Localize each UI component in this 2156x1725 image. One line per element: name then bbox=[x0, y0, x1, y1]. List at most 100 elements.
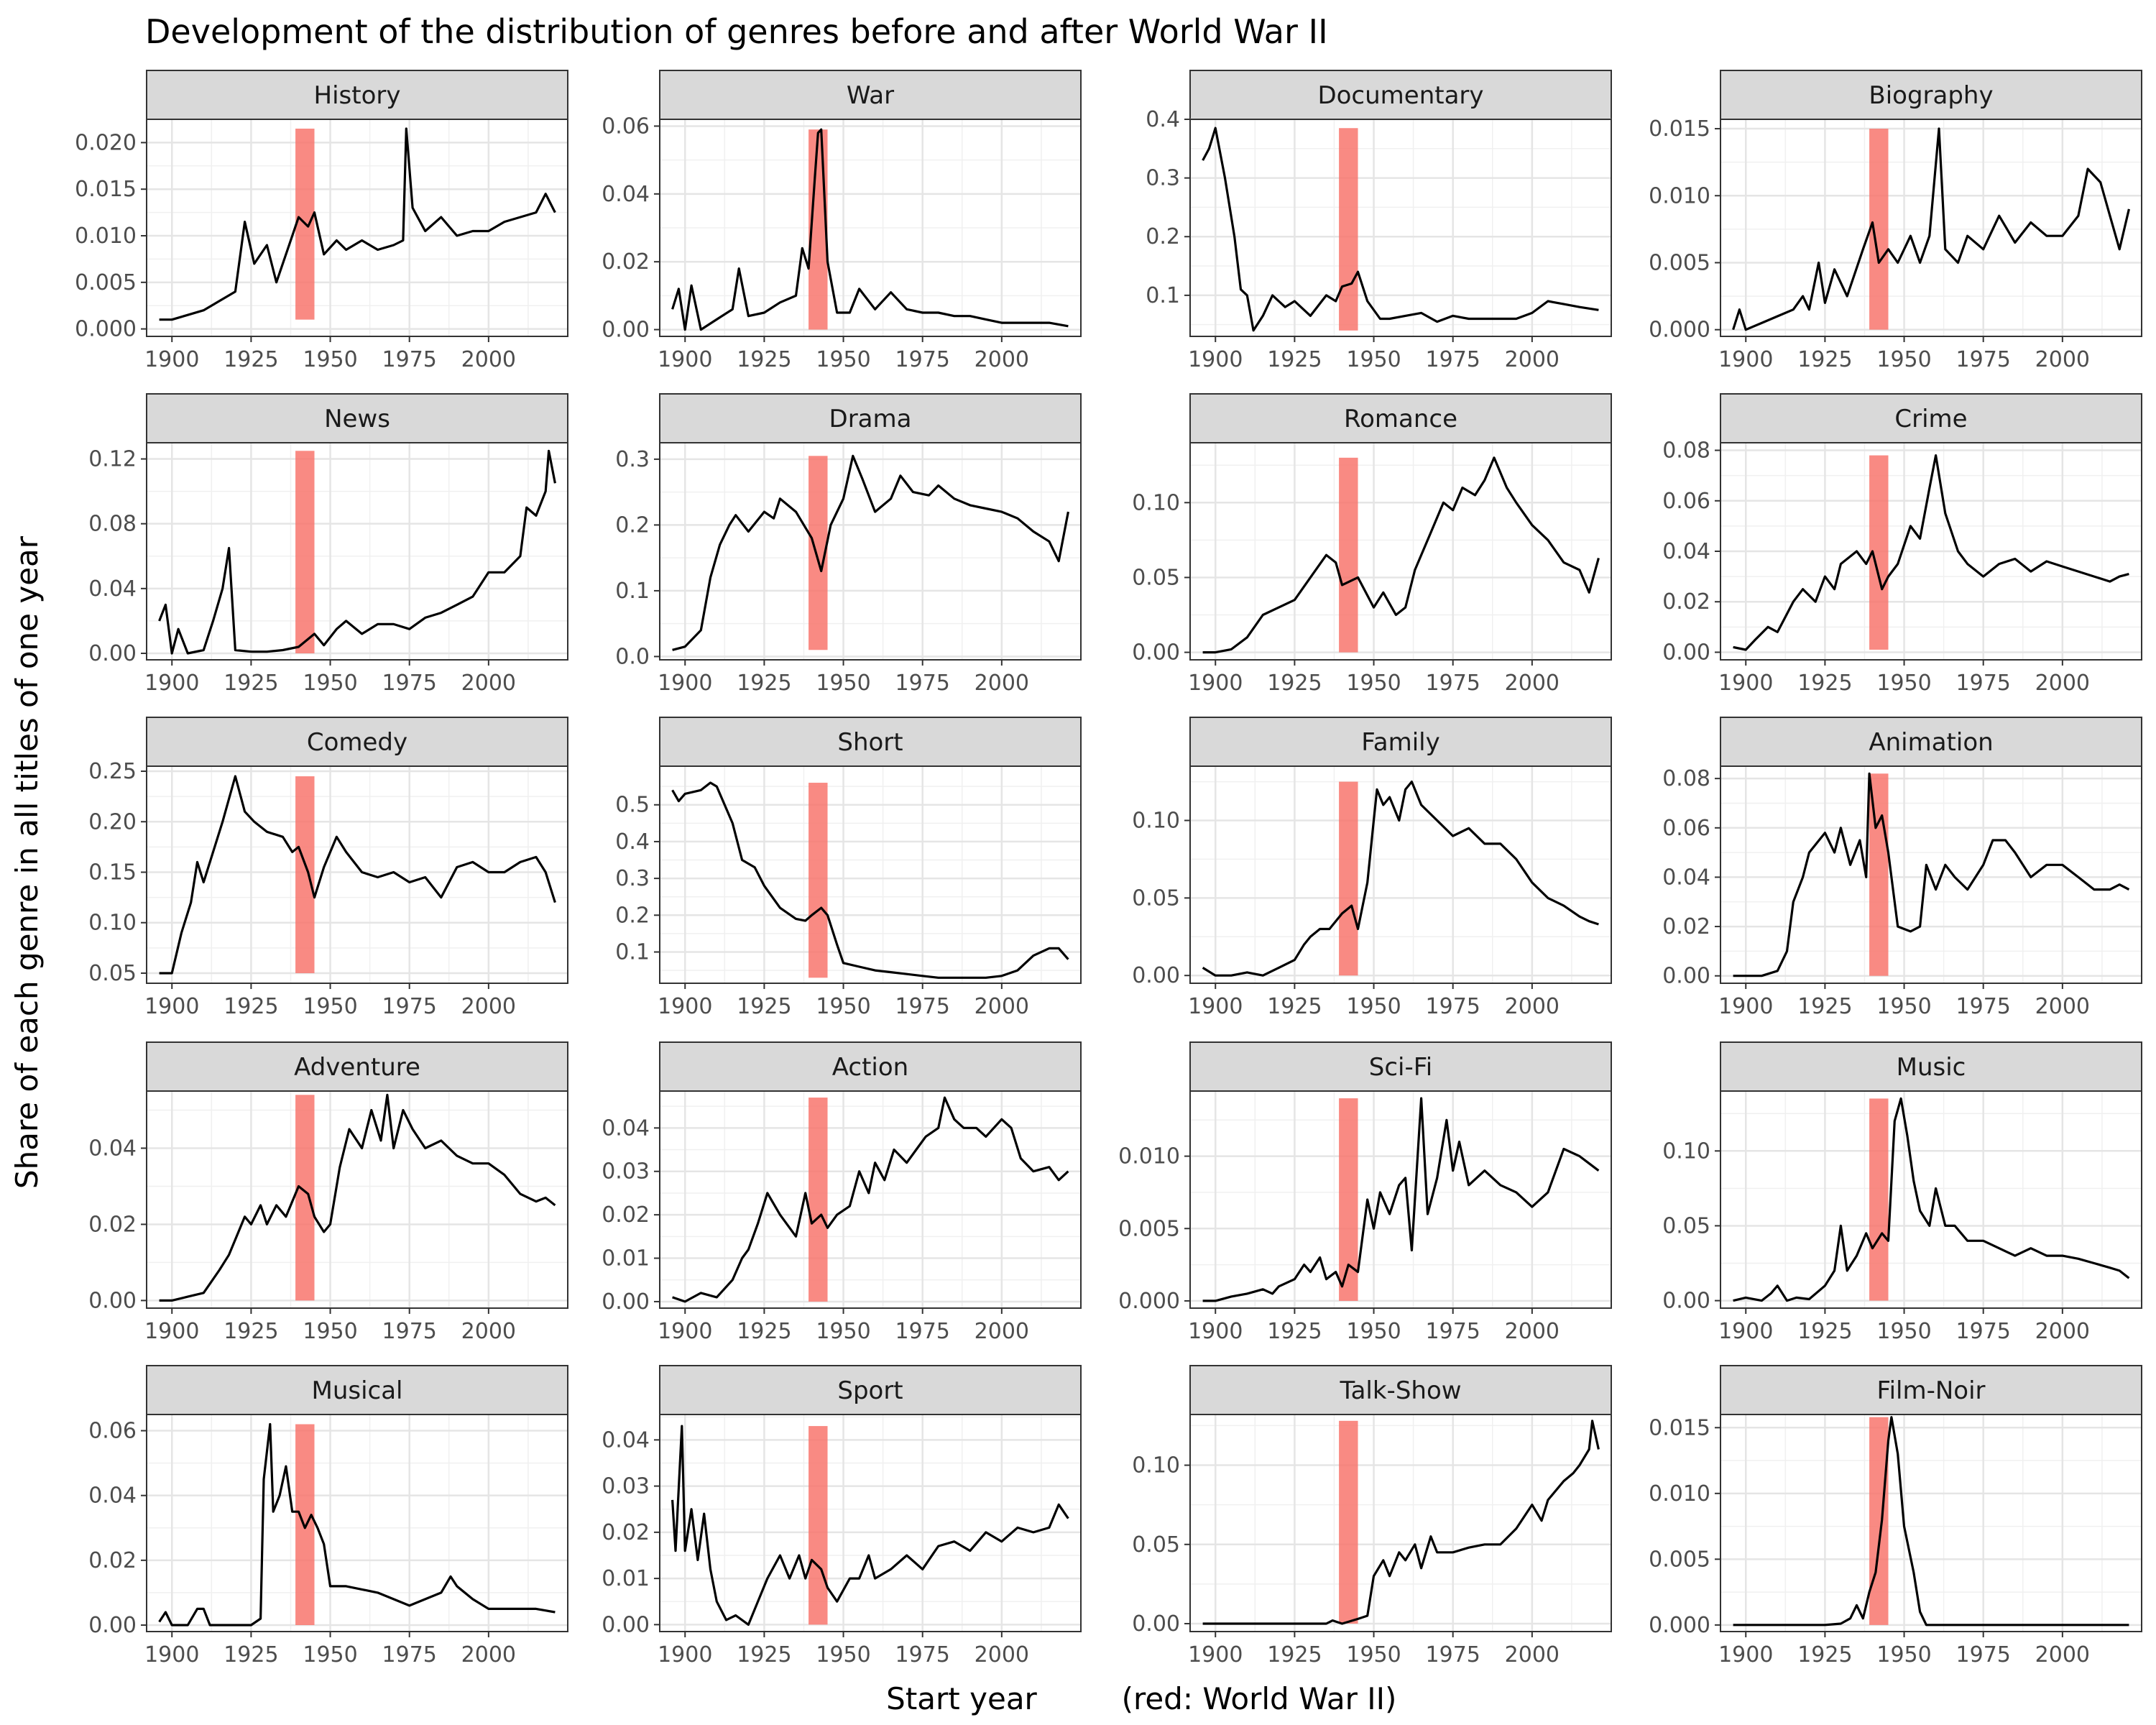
y-tick-label: 0.4 bbox=[1146, 107, 1180, 132]
x-tick-label: 2000 bbox=[1505, 1319, 1560, 1344]
y-tick-label: 0.04 bbox=[602, 182, 650, 207]
x-axis-note: (red: World War II) bbox=[1122, 1681, 1397, 1716]
wwii-highlight bbox=[808, 1098, 828, 1302]
series-line-documentary bbox=[1202, 126, 1599, 332]
series-line-sport bbox=[671, 1425, 1069, 1626]
panel-musical: Musical 1900 1925 1950 1975 2000 0.00 0.02 0.04 0… bbox=[88, 1365, 568, 1668]
panel-border bbox=[659, 1090, 1082, 1309]
x-tick-label: 1925 bbox=[1797, 1642, 1852, 1668]
x-tick-label: 2000 bbox=[461, 347, 516, 372]
panel-animation: Animation 1900 1925 1950 1975 2000 0.00 0.02 0.0… bbox=[1662, 717, 2142, 1019]
panel-talk-show: Talk-Show 1900 1925 1950 1975 2000 0.00 0.05 0.1… bbox=[1132, 1365, 1612, 1668]
x-tick-label: 1900 bbox=[144, 671, 199, 696]
y-tick-label: 0.04 bbox=[88, 1136, 137, 1161]
y-tick-label: 0.3 bbox=[615, 866, 650, 891]
y-tick-label: 0.010 bbox=[1649, 1481, 1710, 1506]
y-tick-label: 0.00 bbox=[1662, 964, 1710, 989]
strip-label-sport: Sport bbox=[837, 1376, 903, 1405]
y-tick-label: 0.2 bbox=[1146, 224, 1180, 249]
y-tick-label: 0.04 bbox=[88, 1484, 137, 1509]
panel-border bbox=[659, 119, 1082, 337]
y-tick-label: 0.4 bbox=[615, 829, 650, 855]
y-tick-label: 0.00 bbox=[1662, 1289, 1710, 1314]
x-tick-label: 1950 bbox=[1876, 1642, 1931, 1668]
x-tick-label: 1900 bbox=[658, 1642, 712, 1668]
x-tick-label: 2000 bbox=[975, 347, 1029, 372]
y-tick-label: 0.2 bbox=[615, 512, 650, 538]
y-tick-label: 0.3 bbox=[1146, 166, 1180, 191]
x-tick-label: 1925 bbox=[1797, 994, 1852, 1019]
x-tick-label: 1950 bbox=[816, 671, 870, 696]
x-tick-label: 1925 bbox=[224, 347, 278, 372]
panel-background bbox=[147, 1414, 568, 1632]
panel-comedy: Comedy 1900 1925 1950 1975 2000 0.05 0.10 0.15 0.… bbox=[88, 717, 568, 1019]
y-tick-label: 0.25 bbox=[88, 759, 137, 784]
panel-border bbox=[1720, 442, 2142, 661]
y-tick-label: 0.000 bbox=[1649, 318, 1710, 343]
panel-border bbox=[1189, 1414, 1612, 1632]
y-tick-label: 0.03 bbox=[602, 1159, 650, 1184]
x-tick-label: 1950 bbox=[1346, 671, 1401, 696]
panel-background bbox=[660, 443, 1081, 660]
y-tick-label: 0.08 bbox=[88, 512, 137, 537]
y-tick-label: 0.02 bbox=[602, 249, 650, 275]
x-tick-label: 1900 bbox=[144, 1642, 199, 1668]
x-tick-label: 1900 bbox=[144, 994, 199, 1019]
x-tick-label: 1900 bbox=[1718, 1319, 1773, 1344]
y-tick-label: 0.05 bbox=[1132, 886, 1180, 911]
strip-label-family: Family bbox=[1361, 728, 1439, 757]
x-tick-label: 2000 bbox=[2035, 671, 2090, 696]
x-tick-label: 1900 bbox=[1188, 671, 1243, 696]
x-tick-label: 1975 bbox=[382, 671, 437, 696]
panel-short: Short 1900 1925 1950 1975 2000 0.1 0.2 0.3 0.4 0.5 bbox=[615, 717, 1082, 1019]
strip-drama bbox=[659, 393, 1082, 443]
series-line-sci-fi bbox=[1202, 1097, 1600, 1302]
y-tick-label: 0.08 bbox=[1662, 438, 1710, 464]
y-tick-label: 0.1 bbox=[1146, 283, 1180, 308]
x-tick-label: 1925 bbox=[737, 1319, 791, 1344]
x-tick-label: 1900 bbox=[658, 994, 712, 1019]
y-tick-label: 0.010 bbox=[1649, 183, 1710, 208]
x-tick-label: 1950 bbox=[1346, 994, 1401, 1019]
strip-label-crime: Crime bbox=[1894, 405, 1967, 433]
x-tick-label: 1900 bbox=[658, 671, 712, 696]
x-tick-label: 1925 bbox=[224, 994, 278, 1019]
y-tick-label: 0.00 bbox=[1132, 963, 1180, 988]
x-tick-label: 1900 bbox=[1188, 1642, 1243, 1668]
y-tick-label: 0.15 bbox=[88, 860, 137, 885]
panel-film-noir: Film-Noir 1900 1925 1950 1975 2000 0.000 0.005 0… bbox=[1649, 1365, 2142, 1668]
wwii-highlight bbox=[1339, 128, 1358, 331]
x-tick-label: 1950 bbox=[816, 994, 870, 1019]
y-tick-label: 0.02 bbox=[88, 1548, 137, 1573]
x-tick-label: 1925 bbox=[737, 1642, 791, 1668]
x-tick-label: 1900 bbox=[1718, 347, 1773, 372]
y-tick-label: 0.05 bbox=[1132, 565, 1180, 590]
x-tick-label: 2000 bbox=[1505, 671, 1560, 696]
strip-history bbox=[146, 70, 568, 120]
x-tick-label: 1925 bbox=[1267, 671, 1322, 696]
series-line-action bbox=[672, 1096, 1069, 1303]
x-tick-label: 2000 bbox=[461, 671, 516, 696]
x-tick-label: 1950 bbox=[303, 671, 357, 696]
strip-label-war: War bbox=[847, 81, 894, 110]
y-tick-label: 0.00 bbox=[602, 318, 650, 343]
strip-music bbox=[1720, 1041, 2142, 1092]
strip-label-short: Short bbox=[837, 728, 903, 757]
x-tick-label: 1975 bbox=[895, 994, 950, 1019]
strip-animation bbox=[1720, 717, 2142, 767]
x-tick-label: 2000 bbox=[975, 994, 1029, 1019]
x-tick-label: 1950 bbox=[1346, 347, 1401, 372]
x-tick-label: 1975 bbox=[1426, 347, 1480, 372]
panel-border bbox=[146, 765, 568, 984]
x-tick-label: 1925 bbox=[1797, 1319, 1852, 1344]
panel-background bbox=[1190, 1414, 1611, 1632]
wwii-highlight bbox=[1869, 129, 1889, 330]
y-tick-label: 0.02 bbox=[602, 1520, 650, 1545]
panel-background bbox=[1720, 1091, 2142, 1308]
panel-background bbox=[147, 1091, 568, 1308]
wwii-highlight bbox=[808, 783, 828, 978]
y-tick-label: 0.0 bbox=[615, 644, 650, 669]
series-line-biography bbox=[1732, 127, 2130, 331]
x-tick-label: 1975 bbox=[1426, 994, 1480, 1019]
